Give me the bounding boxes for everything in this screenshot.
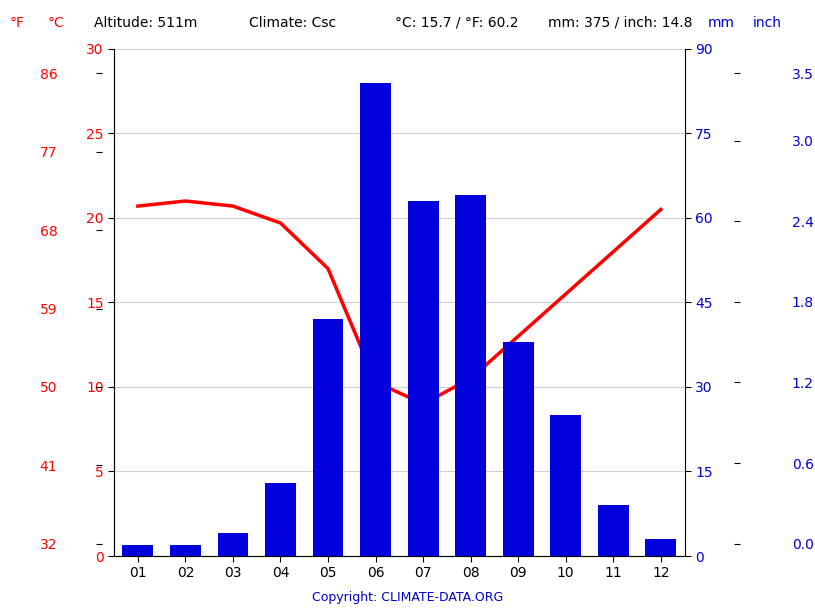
Bar	[218, 533, 249, 556]
Text: Climate: Csc: Climate: Csc	[249, 16, 336, 30]
Text: mm: 375 / inch: 14.8: mm: 375 / inch: 14.8	[548, 16, 692, 30]
Text: °C: 15.7 / °F: 60.2: °C: 15.7 / °F: 60.2	[395, 16, 519, 30]
Text: Copyright: CLIMATE-DATA.ORG: Copyright: CLIMATE-DATA.ORG	[312, 591, 503, 604]
Text: inch: inch	[753, 16, 782, 30]
Bar	[122, 545, 153, 556]
Bar	[265, 483, 296, 556]
Bar	[170, 545, 200, 556]
Text: °C: °C	[47, 16, 64, 30]
Bar	[503, 342, 534, 556]
Bar	[360, 82, 391, 556]
Bar	[456, 196, 486, 556]
Text: °F: °F	[10, 16, 24, 30]
Text: mm: mm	[707, 16, 734, 30]
Text: Altitude: 511m: Altitude: 511m	[94, 16, 197, 30]
Bar	[408, 201, 438, 556]
Bar	[550, 415, 581, 556]
Bar	[645, 539, 676, 556]
Bar	[313, 320, 343, 556]
Bar	[598, 505, 628, 556]
